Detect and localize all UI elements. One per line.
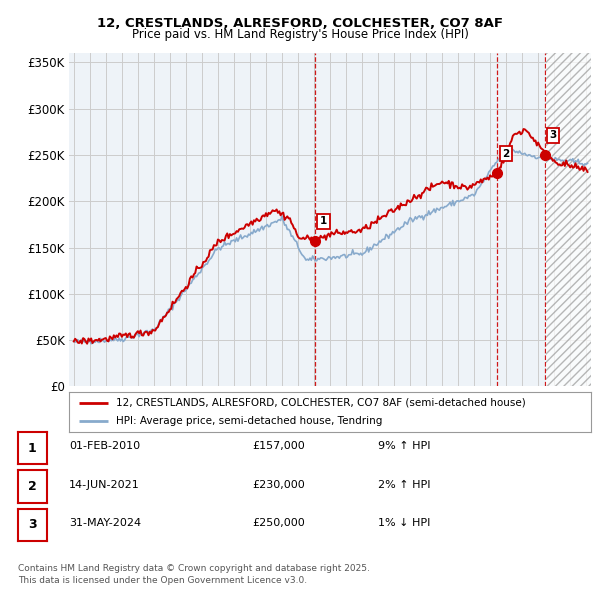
Text: Contains HM Land Registry data © Crown copyright and database right 2025.
This d: Contains HM Land Registry data © Crown c…	[18, 565, 370, 585]
Text: Price paid vs. HM Land Registry's House Price Index (HPI): Price paid vs. HM Land Registry's House …	[131, 28, 469, 41]
Text: 31-MAY-2024: 31-MAY-2024	[69, 518, 141, 528]
Text: HPI: Average price, semi-detached house, Tendring: HPI: Average price, semi-detached house,…	[116, 416, 382, 426]
Text: 01-FEB-2010: 01-FEB-2010	[69, 441, 140, 451]
Bar	[546, 53, 591, 386]
Text: 1% ↓ HPI: 1% ↓ HPI	[378, 518, 430, 528]
Text: 12, CRESTLANDS, ALRESFORD, COLCHESTER, CO7 8AF: 12, CRESTLANDS, ALRESFORD, COLCHESTER, C…	[97, 17, 503, 30]
Text: 9% ↑ HPI: 9% ↑ HPI	[378, 441, 431, 451]
Text: 2% ↑ HPI: 2% ↑ HPI	[378, 480, 431, 490]
Text: £157,000: £157,000	[252, 441, 305, 451]
Text: 1: 1	[28, 442, 37, 455]
Text: 2: 2	[28, 480, 37, 493]
Text: 3: 3	[550, 130, 557, 140]
Text: 3: 3	[28, 519, 37, 532]
Text: 1: 1	[320, 217, 328, 227]
Text: 14-JUN-2021: 14-JUN-2021	[69, 480, 140, 490]
Text: £250,000: £250,000	[252, 518, 305, 528]
Text: 2: 2	[502, 149, 509, 159]
Text: 12, CRESTLANDS, ALRESFORD, COLCHESTER, CO7 8AF (semi-detached house): 12, CRESTLANDS, ALRESFORD, COLCHESTER, C…	[116, 398, 526, 408]
Text: £230,000: £230,000	[252, 480, 305, 490]
